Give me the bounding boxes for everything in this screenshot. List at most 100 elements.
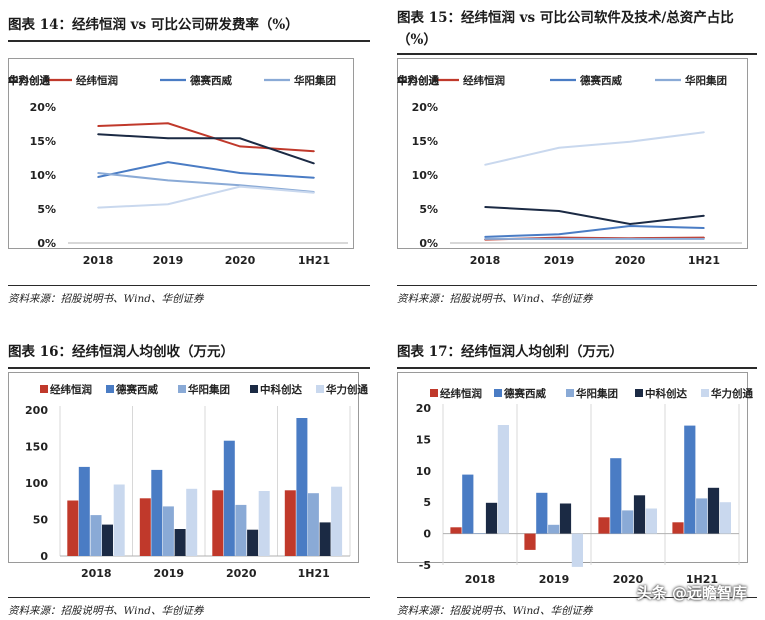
y-tick-label: 10 (416, 465, 432, 478)
y-tick-label: 10% (412, 169, 438, 182)
data-point (558, 147, 560, 149)
legend-swatch (106, 385, 114, 393)
legend-label: 中科创达 (260, 383, 302, 396)
legend-label: 华力创通 (711, 387, 753, 400)
bar (307, 493, 319, 556)
bar (296, 418, 308, 556)
x-tick-label: 2018 (81, 567, 112, 580)
legend-swatch (701, 389, 709, 397)
x-tick-label: 2018 (465, 573, 496, 586)
x-tick-label: 1H21 (686, 573, 718, 586)
bar (696, 498, 708, 534)
bar (102, 524, 113, 556)
bar (524, 533, 536, 550)
x-tick-label: 2019 (153, 254, 184, 267)
source-rule (8, 285, 370, 286)
data-point (703, 227, 705, 229)
data-point (167, 161, 169, 163)
legend-label: 经纬恒润 (50, 383, 92, 396)
y-tick-label: 20 (416, 402, 432, 415)
series-line (484, 206, 705, 226)
bar (319, 522, 331, 556)
bar (571, 533, 583, 567)
legend-label: 中科创达 (8, 74, 50, 87)
data-point (97, 176, 99, 178)
data-point (239, 145, 241, 148)
watermark-text: 头条 @远瞻智库 (636, 584, 747, 602)
data-point (167, 122, 169, 125)
y-tick-label: 0 (40, 550, 48, 563)
bar (536, 492, 548, 534)
data-point (484, 206, 486, 208)
data-point (703, 215, 705, 217)
x-tick-label: 1H21 (688, 254, 720, 267)
x-tick-label: 2020 (226, 567, 257, 580)
legend-label: 华阳集团 (294, 74, 336, 87)
bar (212, 490, 224, 556)
bar (247, 529, 259, 556)
x-tick-label: 2019 (153, 567, 184, 580)
data-point (167, 203, 169, 205)
bar (90, 515, 102, 556)
x-tick-label: 1H21 (298, 254, 330, 267)
bar (139, 498, 151, 556)
title-rule (8, 40, 370, 42)
bar (450, 527, 462, 534)
bar (645, 508, 657, 534)
bar-chart-profit-per-capita: 经纬恒润 德赛西威 华阳集团 中科创达 华力创通 -5 0 5 10 15 20 2018 2019 20… (397, 372, 753, 586)
series-line (97, 122, 315, 153)
legend-label: 华力创通 (326, 383, 368, 396)
legend-swatch (566, 389, 574, 397)
data-point (484, 164, 486, 166)
bar (497, 425, 509, 534)
bar (485, 502, 498, 534)
series-line (97, 161, 315, 179)
data-point (558, 210, 560, 212)
bar (151, 469, 163, 556)
bar (622, 510, 634, 534)
source-rule (397, 285, 757, 286)
data-point (703, 131, 705, 133)
y-tick-label: 200 (25, 404, 48, 417)
y-tick-label: 50 (33, 514, 49, 527)
bar (113, 484, 125, 556)
data-point (703, 238, 705, 240)
chart-title: 图表 15：经纬恒润 vs 可比公司软件及技术/总资产占比（%） (397, 10, 734, 48)
y-tick-label: 5% (419, 203, 438, 216)
legend-label: 经纬恒润 (463, 74, 505, 87)
x-tick-label: 2018 (470, 254, 501, 267)
y-tick-label: 20% (412, 101, 438, 114)
legend-swatch (494, 389, 502, 397)
legend-label: 华力创通 (8, 74, 50, 87)
data-point (558, 238, 560, 240)
legend-label: 中科创达 (397, 74, 439, 87)
bar (67, 500, 79, 556)
source-rule (8, 597, 370, 598)
chart-frame (397, 58, 748, 249)
data-point (97, 206, 99, 209)
legend-label: 德赛西威 (579, 74, 622, 87)
legend-swatch (178, 385, 186, 393)
source-note: 资料来源：招股说明书、Wind、华创证券 (397, 605, 593, 617)
y-tick-label: 15% (30, 135, 56, 148)
data-point (97, 125, 99, 127)
legend-swatch (635, 389, 643, 397)
bar (684, 425, 696, 534)
bar (559, 503, 572, 534)
title-rule (397, 367, 757, 369)
source-note: 资料来源：招股说明书、Wind、华创证券 (397, 293, 593, 305)
data-point (167, 137, 169, 140)
legend-label: 经纬恒润 (440, 387, 482, 400)
y-tick-label: 10% (30, 169, 56, 182)
legend-swatch (316, 385, 324, 393)
chart-title: 图表 16：经纬恒润人均创收（万元） (8, 344, 234, 360)
bar (610, 458, 622, 534)
chart-title: 图表 17：经纬恒润人均创利（万元） (397, 344, 623, 360)
bar (284, 490, 296, 556)
data-point (629, 223, 631, 225)
data-point (484, 236, 486, 238)
chart-frame (8, 58, 354, 249)
bar (633, 495, 646, 534)
